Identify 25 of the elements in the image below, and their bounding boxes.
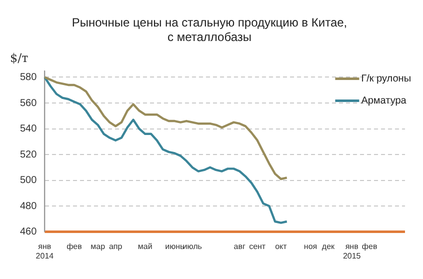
x-tick-label: ноя bbox=[304, 242, 318, 251]
y-tick-label: 580 bbox=[20, 72, 38, 83]
x-tick-label: авг bbox=[234, 242, 246, 251]
y-tick-label: 500 bbox=[20, 175, 38, 186]
x-tick-label: янв 2014 bbox=[36, 242, 54, 260]
y-tick-label: 520 bbox=[20, 149, 38, 160]
x-tick-label: мар bbox=[90, 242, 106, 251]
legend-label: Арматура bbox=[361, 96, 407, 107]
x-tick-label: фев bbox=[66, 242, 82, 251]
y-tick-label: 460 bbox=[20, 226, 38, 238]
x-tick-label: июль bbox=[182, 242, 202, 251]
x-tick-label: янв 2015 bbox=[342, 242, 362, 260]
y-tick-label: 560 bbox=[20, 98, 38, 109]
x-tick-label: сент bbox=[249, 242, 266, 251]
y-axis-title: $/т bbox=[10, 50, 29, 65]
legend-label: Г/к рулоны bbox=[361, 74, 411, 85]
x-tick-label: июнь bbox=[165, 242, 184, 251]
chart-title: Рыночные цены на стальную продукцию в Китае, с металлобазы bbox=[72, 16, 348, 44]
x-tick-label: фев bbox=[362, 242, 378, 251]
x-tick-label: дек bbox=[322, 242, 336, 251]
y-tick-label: 480 bbox=[20, 200, 38, 212]
x-tick-label: окт bbox=[275, 242, 288, 251]
x-tick-label: апр bbox=[108, 242, 123, 251]
y-tick-label: 540 bbox=[20, 124, 38, 135]
x-tick-label: май bbox=[138, 242, 152, 251]
